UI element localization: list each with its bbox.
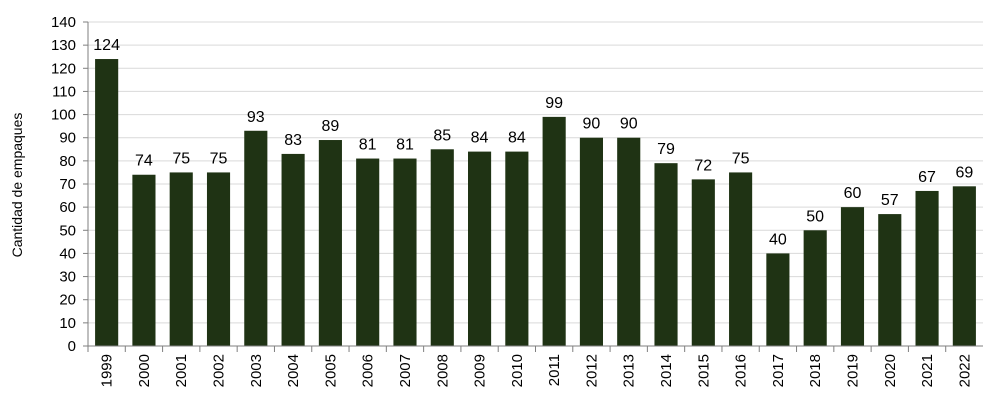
bar: [803, 230, 827, 346]
bar: [468, 151, 492, 346]
x-tick-label: 2020: [882, 354, 899, 387]
bar: [356, 158, 380, 346]
data-label: 90: [620, 116, 638, 133]
data-label: 81: [359, 137, 377, 154]
x-tick-label: 2003: [248, 354, 265, 387]
x-tick-label: 2014: [658, 354, 675, 387]
y-axis: 0 10 20 30 40 50 60 70 80 90 100 110 120 130 140: [51, 14, 89, 355]
bar: [766, 253, 790, 346]
bar: [952, 186, 976, 346]
y-tick-label: 80: [59, 153, 76, 170]
bar: [244, 130, 268, 346]
x-tick-label: 2009: [472, 354, 489, 387]
bar: [132, 174, 156, 346]
data-label: 50: [806, 208, 824, 225]
gridlines: [88, 21, 983, 324]
bar: [318, 140, 342, 346]
bar: [654, 163, 678, 346]
bar: [915, 190, 939, 346]
data-label: 93: [247, 109, 265, 126]
y-tick-label: 90: [59, 130, 76, 147]
bar: [579, 137, 603, 346]
data-label: 84: [508, 130, 526, 147]
x-tick-label: 2021: [919, 354, 936, 387]
data-label: 69: [955, 164, 973, 181]
data-label: 67: [918, 169, 936, 186]
y-tick-label: 0: [68, 338, 76, 355]
x-tick-label: 2008: [434, 354, 451, 387]
data-label: 85: [433, 127, 451, 144]
y-tick-label: 110: [52, 83, 76, 100]
x-axis: 1999 2000 2001 2002 2003 2004 2005 2006 2007 2008…: [87, 345, 983, 387]
x-tick-label: 2010: [509, 354, 526, 387]
data-label: 99: [545, 95, 563, 112]
bar: [95, 59, 119, 347]
y-tick-label: 100: [51, 107, 76, 124]
y-axis-title: Cantidad de empaques: [9, 113, 25, 258]
data-label: 84: [471, 130, 489, 147]
bars: [95, 59, 976, 347]
bar: [840, 207, 865, 346]
data-label: 40: [769, 231, 787, 248]
bar: [169, 172, 193, 346]
data-label: 75: [172, 150, 190, 167]
x-tick-label: 2005: [322, 354, 339, 387]
y-tick-label: 130: [51, 37, 76, 54]
y-tick-label: 50: [59, 222, 76, 239]
x-tick-label: 2022: [956, 354, 973, 387]
bar: [729, 172, 753, 346]
data-label: 72: [694, 157, 712, 174]
data-label: 60: [844, 185, 862, 202]
x-tick-label: 2002: [211, 354, 228, 387]
y-tick-label: 40: [59, 245, 76, 262]
bar: [393, 158, 417, 346]
bar: [505, 151, 529, 346]
x-tick-label: 2017: [770, 354, 787, 387]
data-label: 81: [396, 137, 414, 154]
y-tick-label: 70: [59, 176, 76, 193]
x-tick-label: 2016: [733, 354, 750, 387]
y-tick-label: 120: [51, 60, 76, 77]
x-tick-label: 2011: [546, 354, 563, 386]
bar: [878, 214, 902, 346]
x-tick-label: 2015: [695, 354, 712, 387]
data-label: 124: [93, 37, 120, 54]
data-label: 57: [881, 192, 899, 209]
x-tick-label: 2006: [360, 354, 377, 387]
x-tick-label: 2013: [621, 354, 638, 387]
bar: [542, 116, 566, 346]
data-label: 75: [210, 150, 228, 167]
data-label: 74: [135, 153, 153, 170]
y-tick-label: 20: [59, 292, 76, 309]
x-tick-label: 2001: [173, 354, 190, 387]
x-tick-label: 2018: [807, 354, 824, 387]
bar: [691, 179, 715, 346]
x-tick-label: 2004: [285, 354, 302, 387]
data-label: 90: [583, 116, 601, 133]
x-tick-label: 2007: [397, 354, 414, 387]
x-tick-label: 1999: [99, 354, 116, 387]
y-tick-label: 60: [59, 199, 76, 216]
data-label: 75: [732, 150, 750, 167]
x-tick-label: 2019: [844, 354, 861, 387]
y-tick-label: 30: [59, 269, 76, 286]
bar: [206, 172, 231, 346]
bar: [281, 153, 305, 346]
x-tick-label: 2000: [136, 354, 153, 387]
data-label: 83: [284, 132, 302, 149]
data-label: 79: [657, 141, 675, 158]
data-label: 89: [321, 118, 339, 135]
x-tick-label: 2012: [583, 354, 600, 387]
y-tick-label: 10: [59, 315, 76, 332]
data-labels: 124 74 75 75 93 83 89 81 81 85 84 84 99 90 90 79 72 75 40 5…: [93, 37, 973, 248]
y-tick-label: 140: [51, 14, 76, 31]
bar: [430, 149, 454, 346]
bar: [617, 137, 641, 346]
